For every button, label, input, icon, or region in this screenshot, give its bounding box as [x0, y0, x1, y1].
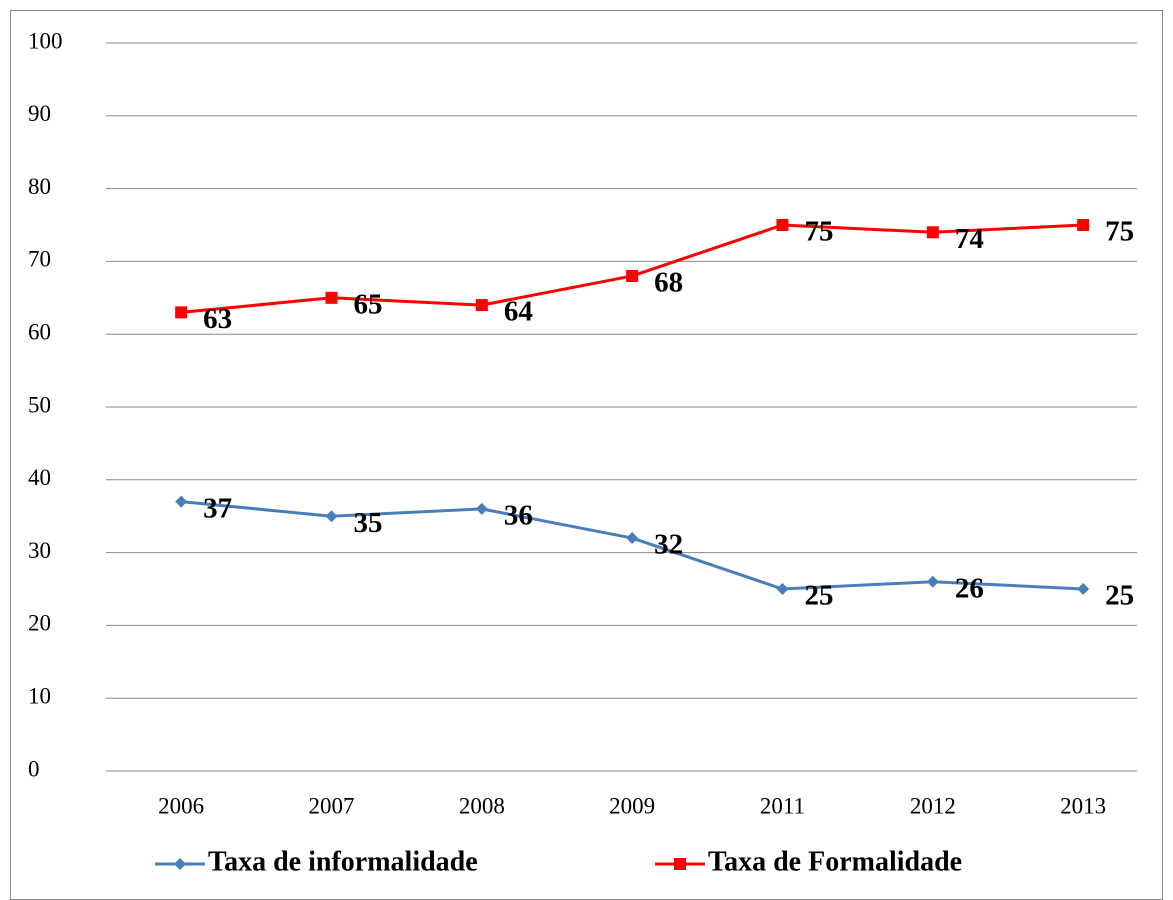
- y-tick-label: 0: [28, 756, 40, 781]
- y-tick-label: 90: [28, 101, 51, 126]
- y-tick-label: 70: [28, 247, 51, 272]
- data-label: 32: [654, 529, 683, 561]
- y-tick-label: 100: [28, 28, 63, 53]
- data-point: [626, 532, 639, 545]
- data-label: 26: [955, 572, 984, 604]
- data-label: 37: [203, 492, 232, 524]
- data-point: [475, 502, 488, 515]
- data-label: 64: [504, 296, 533, 328]
- y-tick-label: 40: [28, 465, 51, 490]
- series-line: [181, 223, 1084, 314]
- y-tick-label: 50: [28, 392, 51, 417]
- data-point: [776, 583, 789, 595]
- data-point: [325, 291, 338, 304]
- x-tick-label: 2006: [158, 793, 204, 818]
- x-tick-label: 2011: [760, 793, 805, 818]
- legend-label: Taxa de informalidade: [208, 846, 478, 877]
- data-point: [175, 306, 188, 319]
- data-label: 35: [353, 507, 382, 539]
- data-label: 74: [955, 223, 984, 255]
- data-label: 65: [353, 288, 382, 320]
- x-tick-label: 2012: [910, 793, 956, 818]
- y-tick-label: 60: [28, 319, 51, 344]
- data-label: 25: [1105, 580, 1134, 612]
- data-point: [1077, 583, 1090, 595]
- data-label: 75: [804, 216, 833, 248]
- data-label: 36: [504, 500, 533, 532]
- x-tick-label: 2009: [609, 793, 655, 818]
- data-label: 75: [1105, 216, 1134, 248]
- chart-frame: [10, 10, 1163, 900]
- legend-marker: [174, 858, 186, 870]
- legend-marker: [674, 858, 686, 870]
- data-point: [475, 299, 488, 312]
- data-point: [776, 219, 789, 231]
- y-tick-label: 10: [28, 683, 51, 708]
- data-label: 63: [203, 303, 232, 335]
- y-tick-label: 30: [28, 538, 51, 563]
- data-point: [926, 226, 939, 239]
- data-label: 25: [804, 580, 833, 612]
- data-label: 68: [654, 267, 683, 299]
- x-tick-label: 2008: [459, 793, 505, 818]
- y-tick-label: 80: [28, 174, 51, 199]
- legend-label: Taxa de Formalidade: [708, 846, 962, 877]
- series-line: [181, 500, 1084, 591]
- data-point: [325, 510, 338, 523]
- data-point: [1077, 219, 1090, 231]
- x-tick-label: 2007: [308, 793, 354, 818]
- y-tick-label: 20: [28, 611, 51, 636]
- x-tick-label: 2013: [1060, 793, 1106, 818]
- data-point: [626, 269, 639, 282]
- data-point: [175, 495, 188, 508]
- data-point: [926, 575, 939, 588]
